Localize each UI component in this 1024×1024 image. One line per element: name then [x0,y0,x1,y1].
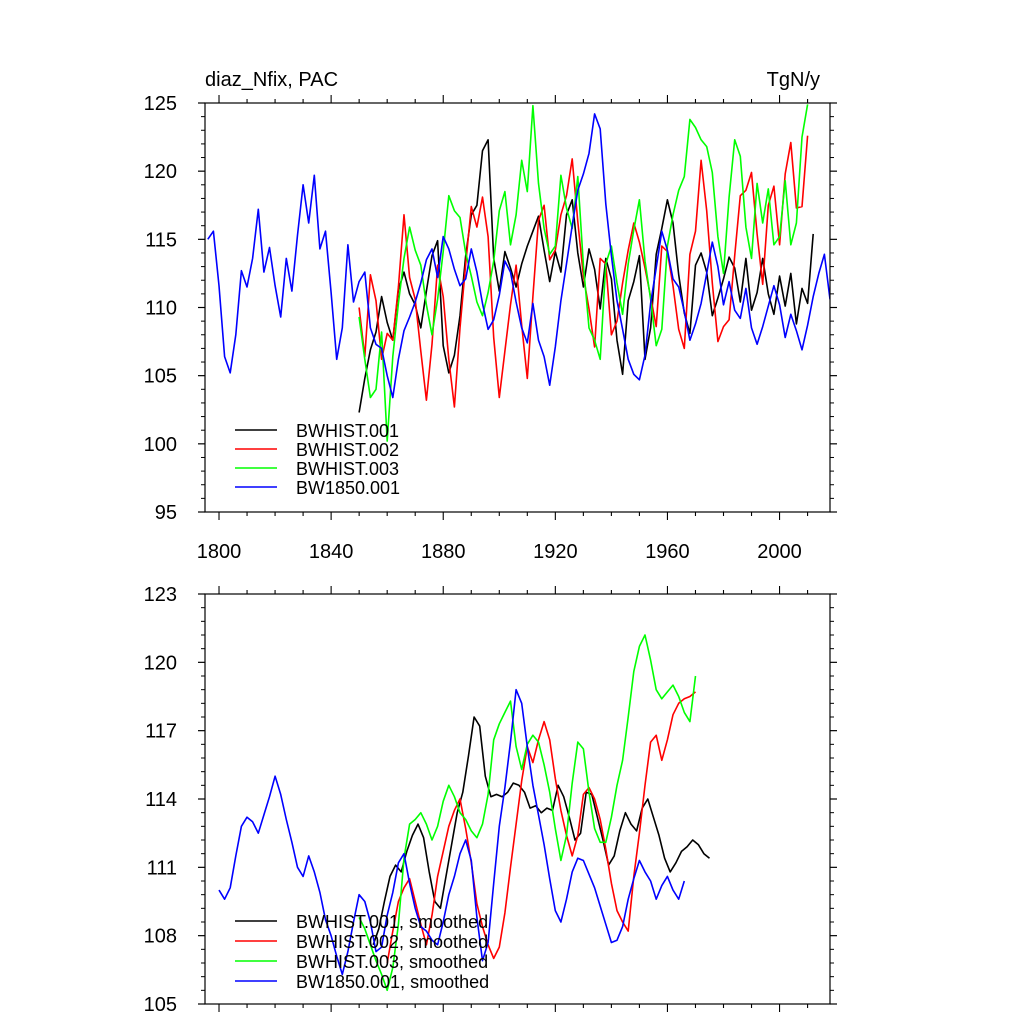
bottom-ytick-label: 108 [144,926,177,948]
bottom-ytick-label: 114 [145,789,177,811]
bottom-ytick-label: 111 [147,857,177,879]
top-series-line-0 [358,139,814,413]
top-xtick-label: 1800 [197,541,242,563]
bottom-legend-label: BWHIST.002, smoothed [296,932,488,952]
bottom-ytick-label: 117 [145,721,177,743]
top-ytick-label: 105 [144,366,177,388]
top-ytick-label: 100 [144,434,177,456]
bottom-series-line-3 [218,688,686,976]
top-xtick-label: 1880 [421,541,466,563]
top-xtick-label: 2000 [757,541,802,563]
bottom-ytick-label: 105 [144,994,177,1016]
top-series-line-3 [207,113,830,399]
top-xtick-label: 1960 [645,541,690,563]
bottom-legend-label: BWHIST.001, smoothed [296,912,488,932]
bottom-ytick-label: 120 [144,652,177,674]
bottom-ytick-label: 123 [144,584,177,606]
top-legend-label: BWHIST.002 [296,440,399,460]
top-xtick-label: 1840 [309,541,354,563]
top-ytick-label: 125 [144,93,177,115]
top-title-left: diaz_Nfix, PAC [205,69,338,91]
top-ytick-label: 120 [144,161,177,183]
top-xtick-label: 1920 [533,541,578,563]
bottom-series-line-1 [386,691,697,964]
bottom-legend-label: BW1850.001, smoothed [296,972,489,992]
top-legend-label: BWHIST.003 [296,459,399,479]
bottom-series-line-0 [372,716,711,946]
bottom-legend-label: BWHIST.003, smoothed [296,952,488,972]
top-panel: diaz_Nfix, PAC TgN/y 95 100 105 110 115 120 12… [144,69,837,563]
top-legend-label: BW1850.001 [296,478,400,498]
top-ytick-label: 115 [145,229,177,251]
top-ytick-label: 110 [145,298,177,320]
top-legend-label: BWHIST.001 [296,421,399,441]
top-series-line-2 [358,104,809,442]
top-ytick-label: 95 [155,502,177,524]
top-title-right: TgN/y [767,69,820,91]
bottom-panel: 105 108 111 114 117 120 123 BWHIST.001, smoothe… [144,584,837,1016]
